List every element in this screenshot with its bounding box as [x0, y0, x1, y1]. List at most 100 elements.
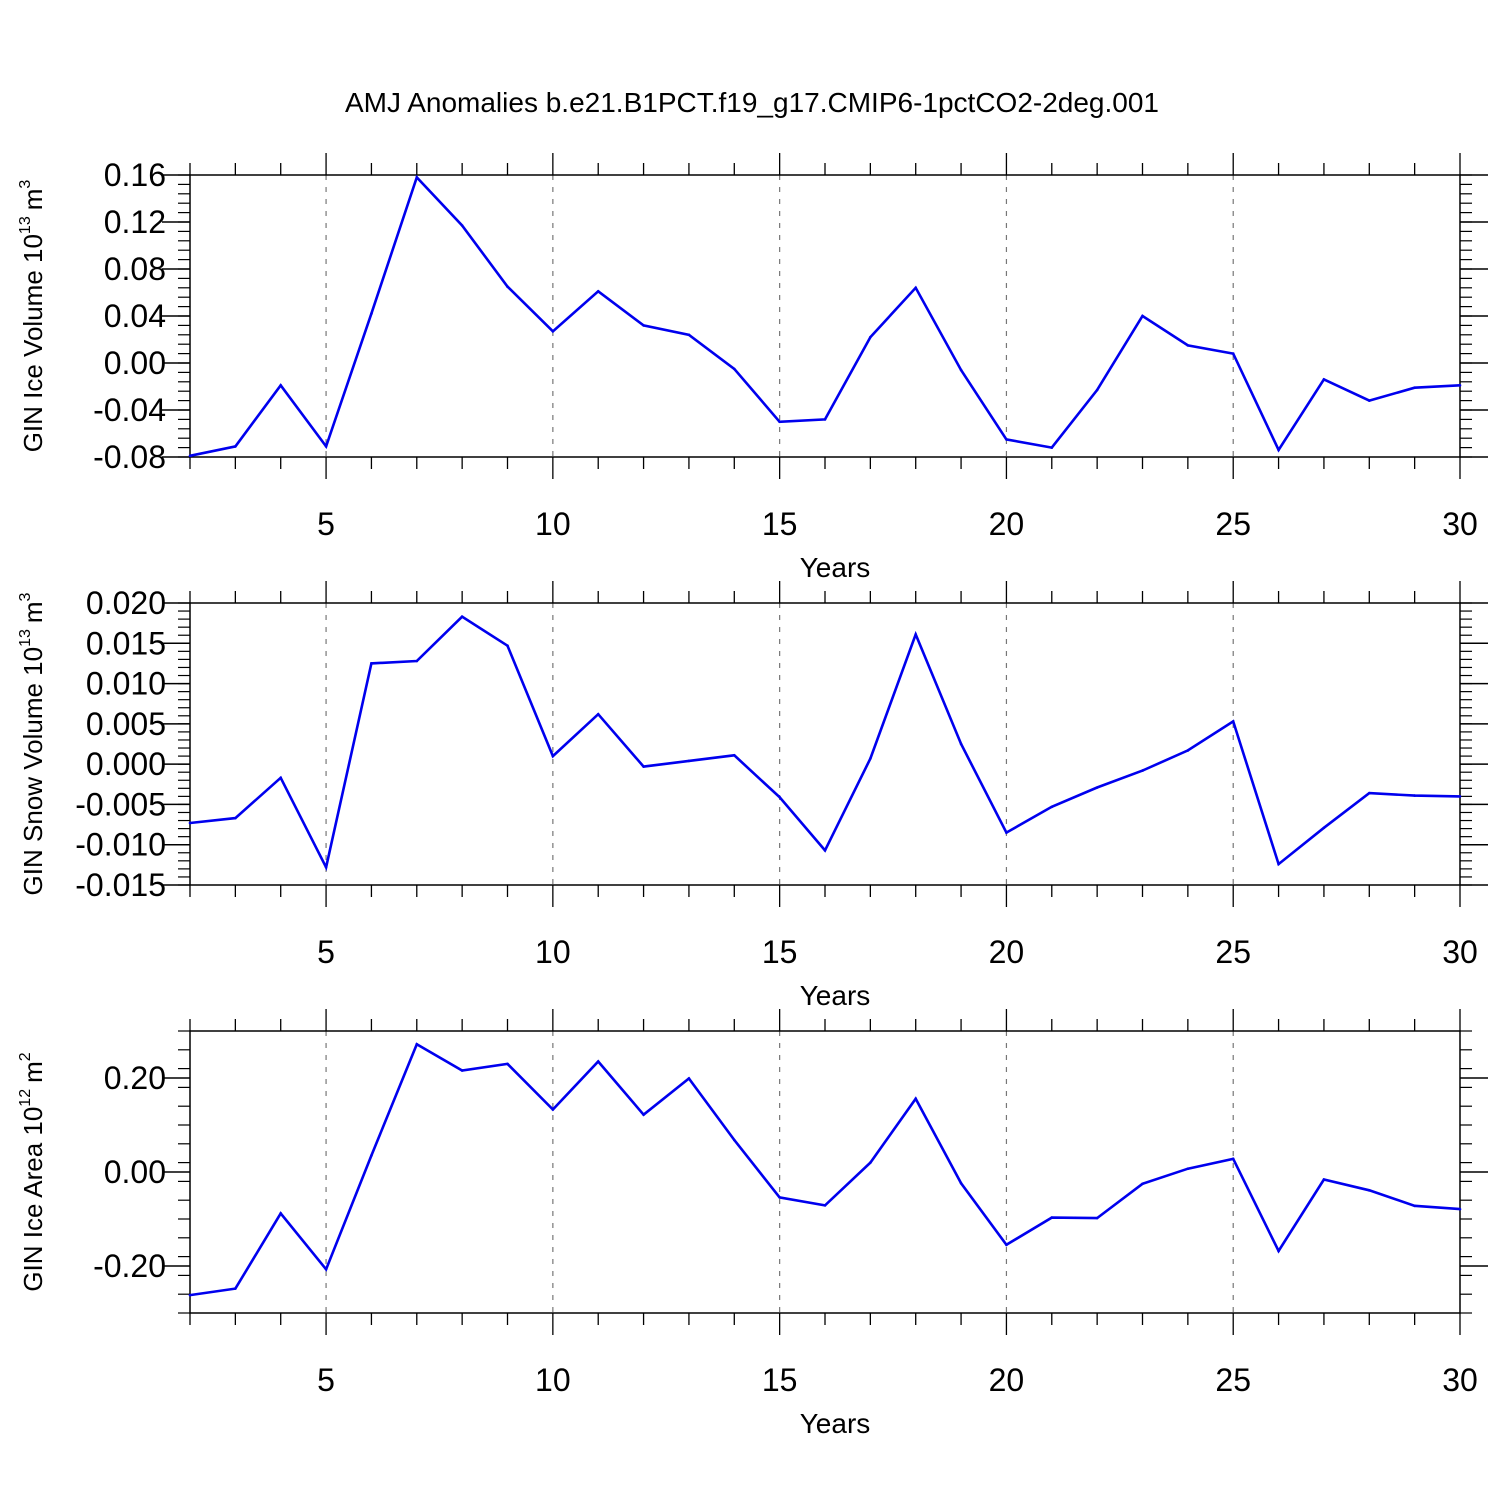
data-point: [1277, 862, 1280, 866]
data-point: [415, 176, 419, 179]
y-axis-label: GIN Ice Volume 1013 m3: [17, 180, 48, 453]
data-point: [1095, 388, 1099, 392]
y-tick-label: -0.005: [75, 786, 166, 822]
y-tick-label: -0.04: [93, 392, 166, 428]
data-point: [460, 224, 464, 227]
panel-2: -0.015 -0.010 -0.005 0.000 0.005 0.010 0.015 0.…: [17, 581, 1488, 1011]
data-point: [1005, 438, 1008, 441]
y-tick-label: 0.00: [104, 345, 166, 381]
x-axis-label: Years: [800, 980, 871, 1011]
data-point: [1186, 1167, 1190, 1171]
data-point: [687, 333, 691, 337]
x-tick-label: 10: [535, 934, 571, 970]
data-point: [506, 285, 509, 288]
x-tick-label: 20: [989, 1362, 1025, 1398]
data-point: [1458, 795, 1462, 798]
data-point: [188, 1293, 192, 1297]
y-axis-label-text: GIN Ice Volume 10: [18, 234, 48, 452]
data-point: [823, 418, 827, 421]
data-point: [1413, 1204, 1416, 1208]
y-axis-label-exponent: 13: [17, 629, 34, 647]
data-point: [324, 445, 328, 448]
y-tick-label: -0.08: [93, 439, 166, 475]
y-axis-label-text: GIN Snow Volume 10: [18, 647, 48, 896]
data-point: [370, 312, 373, 315]
data-point: [596, 712, 600, 716]
y-axis-label-unit-exponent: 3: [17, 592, 34, 601]
data-point: [732, 367, 736, 371]
y-tick-label: -0.010: [75, 827, 166, 863]
x-tick-label: 5: [317, 506, 335, 542]
data-point: [1095, 786, 1099, 789]
x-axis-label: Years: [800, 1408, 871, 1439]
data-point: [506, 644, 509, 648]
data-point: [732, 753, 736, 757]
x-tick-label: 15: [762, 506, 798, 542]
data-point: [869, 757, 872, 760]
x-tick-label: 10: [535, 506, 571, 542]
data-point: [370, 662, 373, 665]
data-point: [324, 1267, 328, 1271]
data-point: [1322, 378, 1326, 381]
data-point: [1005, 1243, 1008, 1247]
data-point: [551, 754, 555, 758]
data-point: [460, 615, 464, 618]
y-tick-label: 0.08: [104, 251, 166, 287]
y-tick-label: -0.015: [75, 867, 166, 903]
data-point: [959, 742, 963, 746]
y-axis-label-unit: m: [18, 189, 48, 211]
data-point: [279, 776, 283, 780]
y-tick-label: 0.20: [104, 1060, 166, 1096]
data-point: [234, 816, 237, 820]
data-point: [279, 384, 283, 387]
y-tick-label: 0.04: [104, 298, 166, 334]
data-point: [642, 765, 645, 768]
data-point: [1005, 831, 1008, 834]
data-point: [1231, 720, 1235, 723]
data-point: [234, 1287, 237, 1290]
data-point: [778, 795, 781, 799]
y-tick-label: 0.010: [86, 666, 166, 702]
data-point: [823, 1204, 827, 1207]
panel-1: -0.08 -0.04 0.00 0.04 0.08 0.12 0.16 5 10 15 20 25 3…: [17, 153, 1488, 583]
data-point: [551, 1108, 555, 1111]
plot-frame: [189, 174, 1461, 458]
y-tick-label: 0.015: [86, 625, 166, 661]
data-point: [415, 1042, 419, 1046]
x-tick-label: 20: [989, 934, 1025, 970]
x-tick-label: 10: [535, 1362, 571, 1398]
y-tick-label: 0.00: [104, 1154, 166, 1190]
y-axis-label: GIN Snow Volume 1013 m3: [17, 592, 48, 895]
data-point: [778, 420, 781, 424]
data-point: [596, 1060, 600, 1063]
y-axis-label-unit-exponent: 2: [17, 1052, 34, 1061]
data-point: [732, 1138, 736, 1142]
data-point: [1050, 805, 1054, 809]
plot-frame: [189, 1030, 1461, 1314]
x-tick-label: 30: [1442, 934, 1478, 970]
data-point: [1367, 791, 1371, 795]
data-point: [642, 324, 645, 327]
data-point: [1050, 446, 1054, 449]
x-tick-label: 30: [1442, 506, 1478, 542]
data-point: [1458, 1207, 1462, 1211]
data-point: [415, 659, 419, 663]
x-tick-label: 5: [317, 934, 335, 970]
y-tick-label: 0.16: [104, 157, 166, 193]
data-point: [869, 1161, 872, 1164]
data-point: [869, 335, 872, 339]
data-point: [1141, 1182, 1144, 1186]
data-point: [1141, 314, 1144, 318]
y-tick-label: 0.005: [86, 706, 166, 742]
data-point: [1186, 749, 1190, 752]
x-tick-label: 15: [762, 1362, 798, 1398]
data-point: [914, 286, 918, 290]
data-point: [1413, 386, 1416, 389]
data-point: [1141, 769, 1144, 772]
data-point: [1458, 384, 1462, 387]
data-point: [687, 1077, 691, 1080]
data-point: [959, 1181, 963, 1185]
data-point: [1231, 352, 1235, 355]
